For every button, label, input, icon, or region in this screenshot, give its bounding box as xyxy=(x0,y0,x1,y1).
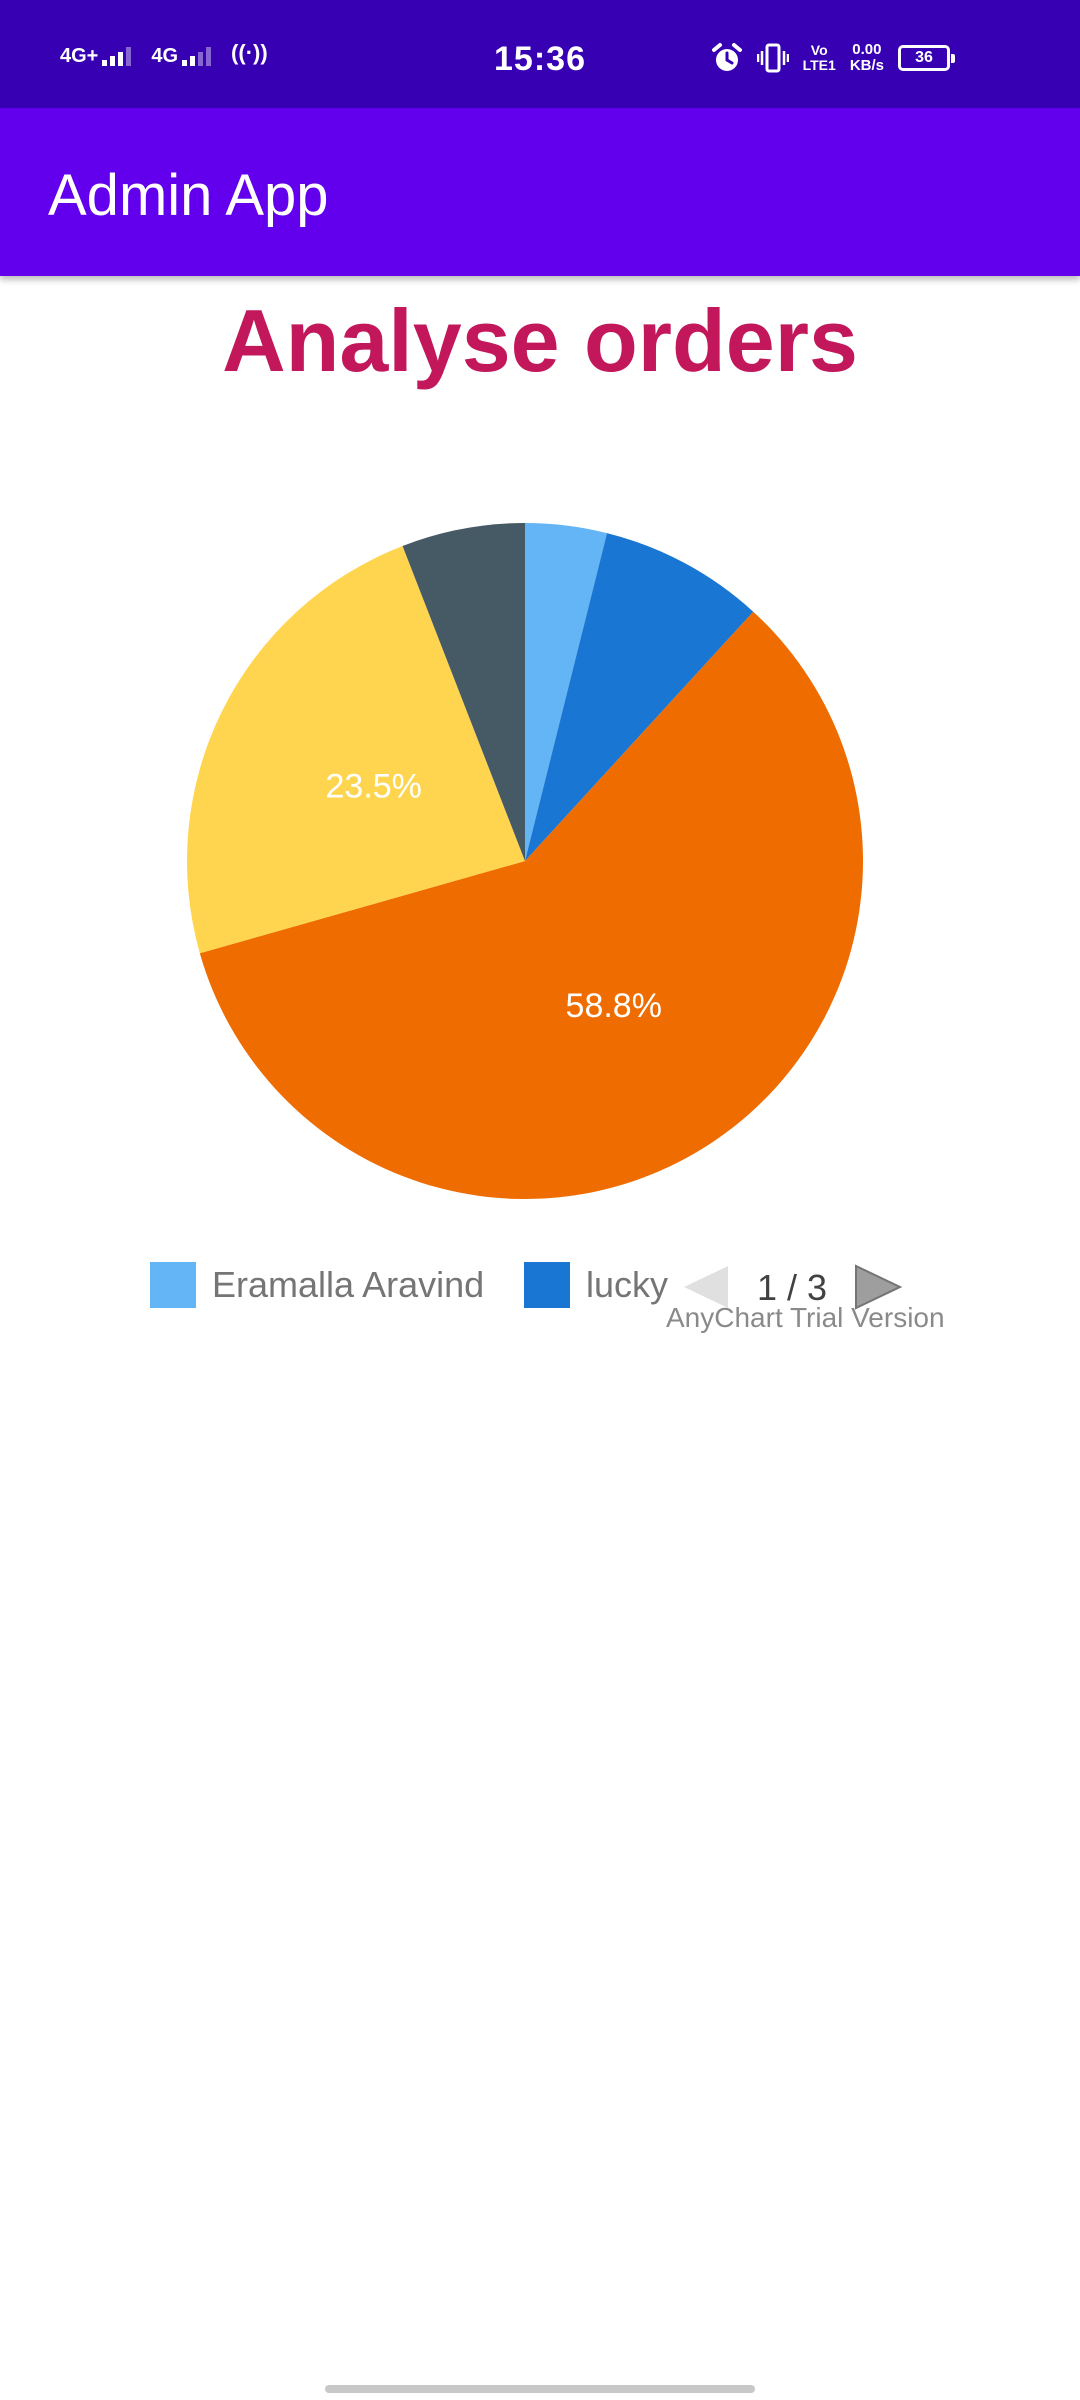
status-bar: 4G+ 4G ((·)) 15:36 Vo LTE1 xyxy=(0,0,1080,108)
legend-swatch xyxy=(524,1262,570,1308)
pie-slice-4[interactable] xyxy=(402,523,525,861)
status-time: 15:36 xyxy=(494,40,586,78)
sim1-signal-bars xyxy=(102,44,132,66)
volte-bottom: LTE1 xyxy=(802,57,836,73)
orders-pie-chart[interactable]: 58.8% 23.5% xyxy=(0,440,1080,1240)
pie-slice-2[interactable] xyxy=(199,611,863,1199)
pie-labels: 58.8% 23.5% xyxy=(326,768,662,1025)
legend-item[interactable]: lucky xyxy=(524,1262,668,1308)
legend-prev-icon[interactable] xyxy=(680,1262,730,1312)
chart-credits[interactable]: AnyChart Trial Version xyxy=(666,1302,945,1333)
pie-slice-label: 23.5% xyxy=(326,768,422,806)
net-speed-value: 0.00 xyxy=(852,41,882,58)
legend-label: lucky xyxy=(586,1264,669,1305)
hotspot-icon: ((·)) xyxy=(231,40,268,65)
pie-slice-1[interactable] xyxy=(525,533,754,861)
sim2-network-type: 4G xyxy=(151,45,179,67)
battery-icon: 36 xyxy=(898,45,955,71)
alarm-icon xyxy=(711,43,742,71)
legend-next-icon[interactable] xyxy=(854,1262,904,1312)
page-title: Analyse orders xyxy=(222,291,858,390)
home-indicator[interactable] xyxy=(325,2385,755,2393)
sim1-network-type: 4G+ xyxy=(60,45,99,67)
status-right-group: Vo LTE1 0.00 KB/s 36 xyxy=(711,42,955,74)
signal-icon: 4G+ xyxy=(60,44,132,67)
app-bar: Admin App xyxy=(0,108,1080,276)
legend-swatch xyxy=(150,1262,196,1308)
sim2-signal-bars xyxy=(182,44,212,66)
legend-page-indicator: 1 / 3 xyxy=(756,1267,828,1308)
net-speed-unit: KB/s xyxy=(849,57,884,74)
vibrate-icon xyxy=(756,43,789,73)
volte-top: Vo xyxy=(810,42,828,58)
signal-icon: 4G xyxy=(151,44,212,67)
legend-item[interactable]: Eramalla Aravind xyxy=(150,1262,484,1308)
app-title: Admin App xyxy=(48,163,329,228)
pie-slices xyxy=(186,523,863,1199)
volte-icon: Vo LTE1 xyxy=(803,43,836,73)
network-speed: 0.00 KB/s xyxy=(850,42,884,74)
pie-slice-label: 58.8% xyxy=(566,987,662,1025)
status-left-group: 4G+ 4G ((·)) xyxy=(60,40,268,66)
pie-slice-3[interactable] xyxy=(186,545,525,954)
legend-label: Eramalla Aravind xyxy=(212,1264,485,1305)
pie-slice-0[interactable] xyxy=(525,523,607,861)
